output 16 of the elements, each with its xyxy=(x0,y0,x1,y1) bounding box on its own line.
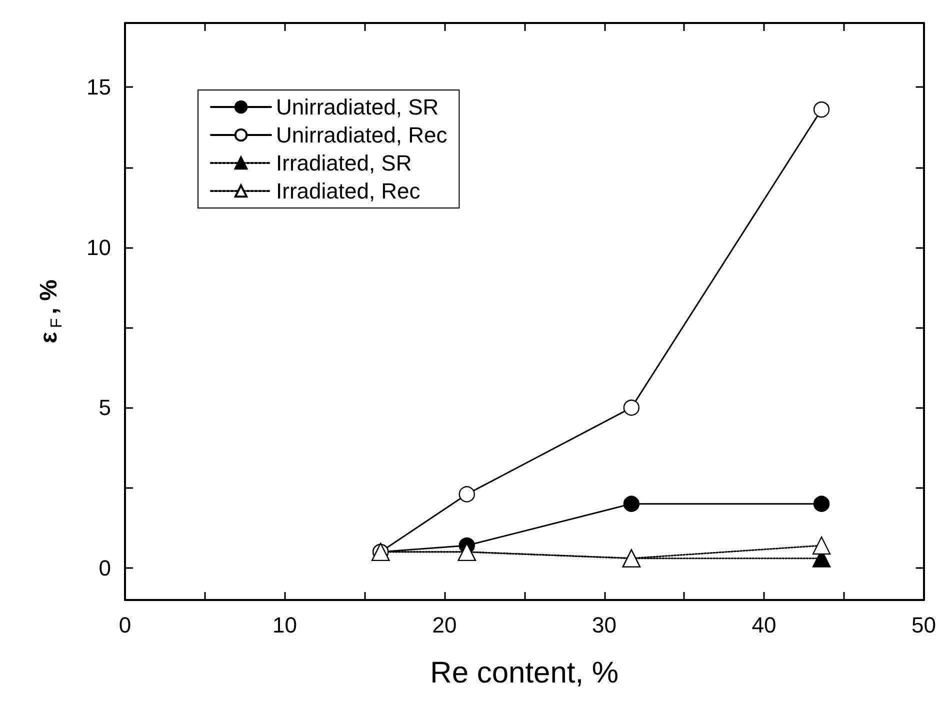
y-tick-label: 15 xyxy=(86,74,111,100)
x-tick-label: 50 xyxy=(912,612,936,638)
y-tick-label: 0 xyxy=(98,555,111,580)
y-tick-label: 5 xyxy=(98,395,111,420)
x-tick-label: 40 xyxy=(752,612,776,638)
x-axis-title: Re content, % xyxy=(430,656,619,690)
legend-label: Unirradiated, SR xyxy=(276,94,439,120)
legend-label: Irradiated, SR xyxy=(276,150,412,176)
x-tick-label: 10 xyxy=(272,612,297,638)
legend-label: Irradiated, Rec xyxy=(276,178,420,204)
x-tick-label: 0 xyxy=(118,612,132,638)
y-axis-title: εF, % xyxy=(36,280,66,344)
x-tick-label: 20 xyxy=(432,612,457,638)
y-tick-label: 10 xyxy=(86,234,111,260)
legend-label: Unirradiated, Rec xyxy=(276,122,448,148)
x-tick-label: 30 xyxy=(592,612,616,638)
